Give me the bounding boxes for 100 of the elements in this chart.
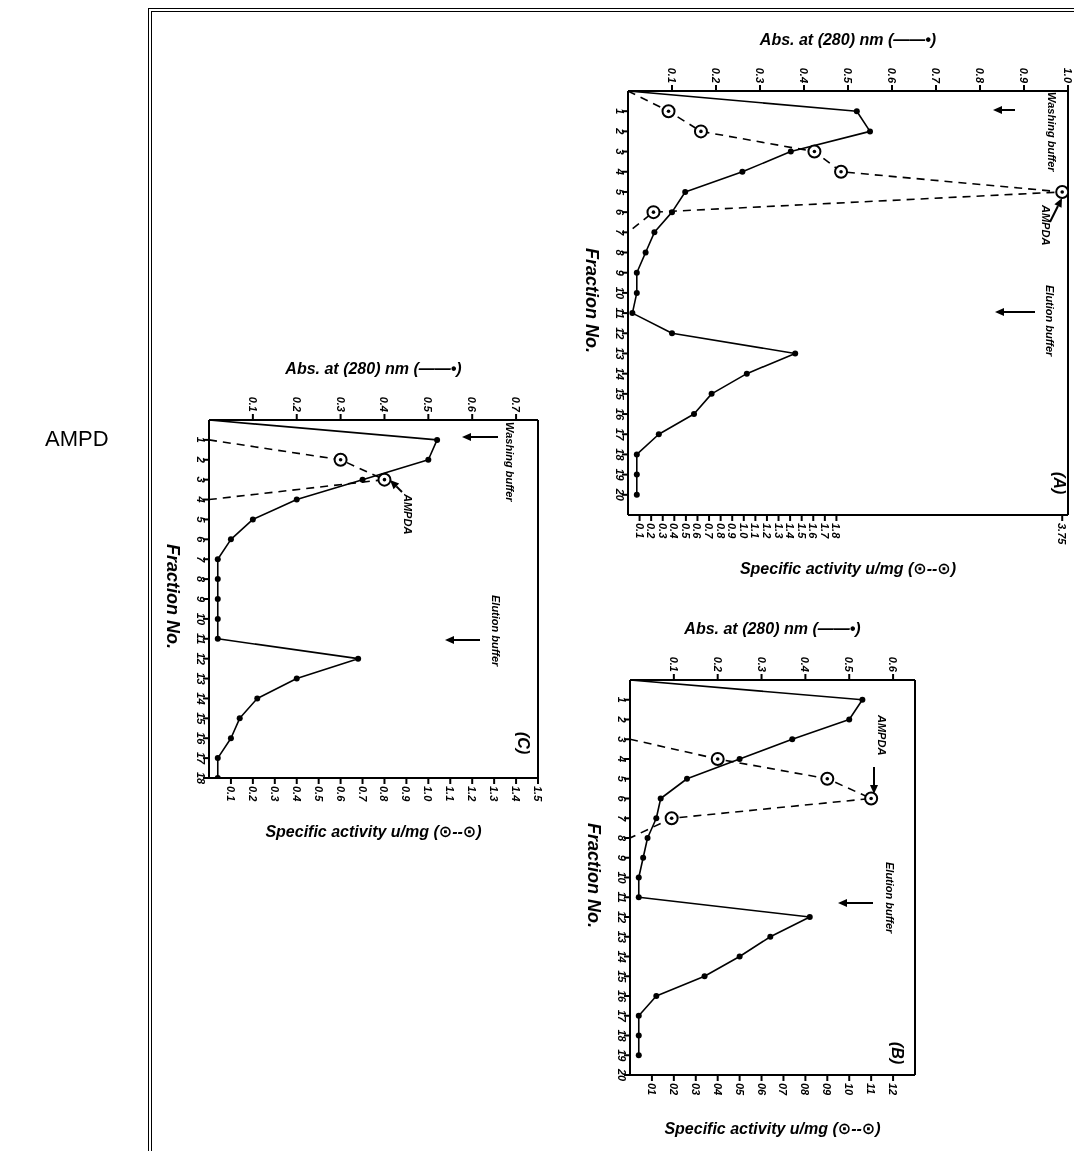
x-axis-title: Specific activity u/mg (⊙--⊙): [663, 1119, 882, 1138]
x-tick-label: 1.4: [784, 523, 797, 539]
x-tick-label: 1.7: [818, 523, 831, 540]
x2-tick-label: 0.6: [887, 656, 900, 673]
point: [646, 205, 661, 220]
x-tick-label: 0.4: [668, 523, 681, 539]
y-axis-title: Fraction No.: [583, 822, 604, 928]
annotation: AMPDA: [876, 715, 888, 756]
x2-tick-label: 0.4: [798, 67, 810, 83]
point: [664, 811, 679, 826]
annotation: AMPDA: [1040, 205, 1052, 246]
x2-tick-label: 0.7: [510, 396, 523, 413]
y-tick-label: 5: [195, 516, 207, 524]
x2-tick-label: 0.2: [711, 656, 724, 672]
point: [661, 104, 676, 119]
annotation: AMPDA: [402, 494, 414, 535]
annotation: (C): [514, 732, 532, 755]
x-tick-label: 11: [865, 1083, 878, 1095]
y-tick-label: 2: [614, 127, 626, 135]
x-tick-label: 1.6: [807, 523, 820, 540]
annotation: Elution buffer: [884, 862, 896, 934]
y-tick-label: 17: [616, 1009, 628, 1023]
x-tick-label: 07: [777, 1083, 790, 1097]
x-tick-label: 0.1: [633, 523, 646, 539]
y-tick-label: 11: [616, 891, 628, 903]
y-tick-label: 13: [616, 930, 628, 943]
x-tick-label: 04: [711, 1083, 724, 1096]
x-tick-label: 01: [645, 1083, 658, 1096]
y-axis-title: Fraction No.: [581, 248, 602, 354]
y-tick-label: 10: [616, 871, 628, 885]
point: [1055, 184, 1068, 199]
y-tick-label: 12: [195, 652, 207, 665]
y-tick-label: 14: [195, 692, 207, 705]
x-tick-label: 0.7: [703, 523, 716, 540]
x-tick-label: 09: [821, 1083, 834, 1097]
y-tick-label: 12: [614, 327, 626, 340]
x-tick-label: 1.2: [760, 523, 773, 539]
x2-tick-label: 0.3: [755, 656, 768, 672]
x2-tick-label: 0.1: [666, 67, 678, 83]
x-tick-label: 1.8: [830, 523, 843, 540]
x2-tick-label: 0.4: [378, 396, 391, 412]
y-tick-label: 4: [195, 495, 207, 503]
x-tick-label: 0.2: [645, 523, 658, 539]
x2-tick-label: 0.6: [466, 396, 479, 413]
x-axis-title: Specific activity u/mg (⊙--⊙): [264, 822, 483, 841]
y-tick-label: 16: [195, 732, 207, 746]
y-tick-label: 15: [614, 387, 626, 401]
y-tick-label: 8: [195, 576, 207, 584]
annotation: Elution buffer: [490, 595, 502, 667]
x-tick-label: 0.5: [312, 786, 325, 803]
y-tick-label: 6: [614, 209, 626, 217]
y-tick-label: 17: [195, 751, 207, 766]
y-axis-title: Fraction No.: [162, 544, 183, 650]
x-tick-label: 0.5: [679, 523, 692, 540]
x2-tick-label: 1.0: [1062, 67, 1074, 84]
x-tick-label: 0.9: [726, 523, 739, 540]
y-tick-label: 18: [195, 771, 207, 785]
y-tick-label: 16: [616, 989, 628, 1003]
x-tick-label: 1.1: [749, 523, 762, 539]
y-tick-label: 10: [195, 612, 207, 626]
y-tick-label: 2: [616, 715, 628, 723]
y-tick-label: 11: [614, 307, 626, 319]
x-tick-label: 0.8: [714, 523, 727, 540]
x-tick-label: 3.75: [1056, 523, 1069, 546]
y-tick-label: 10: [614, 286, 626, 300]
x2-axis-title: Abs. at (280) nm (——•): [683, 620, 862, 638]
y-tick-label: 16: [614, 407, 626, 422]
x-tick-label: 03: [689, 1083, 702, 1096]
annotation: Washing buffer: [504, 422, 516, 502]
y-tick-label: 19: [616, 1049, 628, 1063]
x-tick-label: 0.1: [224, 786, 237, 802]
annotation: Elution buffer: [1044, 285, 1056, 357]
x2-tick-label: 0.7: [930, 67, 942, 84]
y-tick-label: 4: [616, 754, 628, 763]
y-tick-label: 13: [195, 672, 207, 685]
y-tick-label: 3: [616, 736, 628, 743]
point: [693, 124, 708, 139]
point: [834, 164, 849, 179]
point: [807, 144, 822, 159]
x-tick-label: 0.6: [334, 786, 347, 803]
y-tick-label: 6: [195, 536, 207, 544]
x-tick-label: 1.2: [466, 786, 479, 802]
x-tick-label: 0.8: [378, 786, 391, 803]
y-tick-label: 19: [614, 468, 626, 482]
y-tick-label: 14: [616, 950, 628, 963]
y-tick-label: 12: [616, 910, 628, 924]
x2-tick-label: 0.1: [246, 396, 259, 412]
x2-tick-label: 0.2: [290, 396, 303, 412]
x2-tick-label: 0.9: [1018, 67, 1030, 84]
x-tick-label: 0.3: [268, 786, 281, 802]
x2-axis-title: Abs. at (280) nm (——•): [758, 31, 938, 49]
y-tick-label: 15: [616, 970, 628, 984]
y-tick-label: 15: [195, 712, 207, 726]
x-tick-label: 1.5: [795, 523, 808, 540]
x-tick-label: 0.9: [400, 786, 413, 803]
x2-tick-label: 0.5: [422, 396, 435, 413]
annotation: (B): [888, 1042, 906, 1065]
point: [710, 752, 725, 766]
x-tick-label: 1.0: [422, 786, 435, 803]
x-tick-label: 1.5: [532, 786, 544, 803]
